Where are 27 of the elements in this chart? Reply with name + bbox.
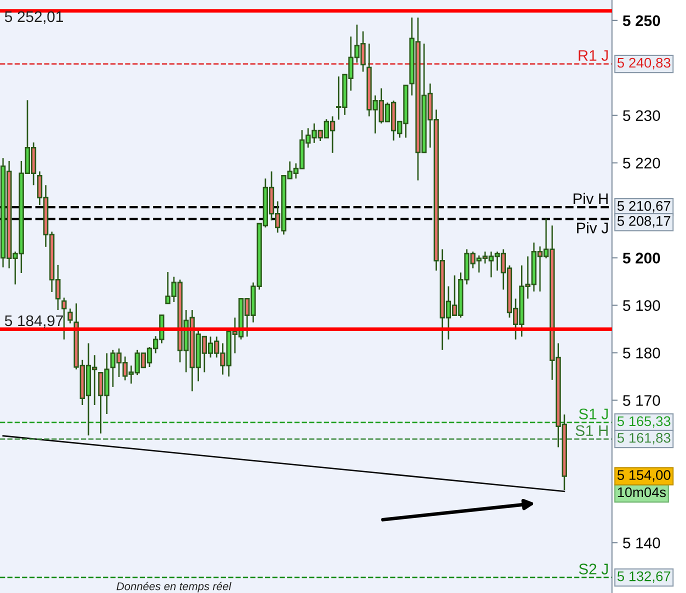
- y-tick-label: 5 190: [623, 300, 660, 311]
- ref-line-label: S1 J: [579, 408, 608, 420]
- text: 5 154,00: [617, 470, 670, 482]
- text: 5 240,83: [617, 58, 670, 70]
- text: 10m04s: [618, 487, 666, 498]
- candlestick: [61, 296, 67, 340]
- y-tick-label: 5 200: [622, 252, 660, 264]
- annotation: Données en temps réel: [116, 582, 232, 592]
- y-tick-label: 5 140: [623, 538, 660, 548]
- ref-line-label: R1 J: [578, 50, 608, 61]
- y-tick-label: 5 230: [623, 110, 660, 122]
- y-tick-label: 5 250: [622, 15, 660, 26]
- text: 5 208,17: [617, 216, 670, 228]
- text: 5 132,67: [617, 571, 670, 583]
- text: 5 210,67: [617, 201, 670, 213]
- ref-line-label: Piv J: [577, 222, 608, 234]
- ref-line-label: Piv H: [574, 192, 608, 204]
- ref-line-label: S2 J: [579, 564, 608, 574]
- y-tick-label: 5 220: [623, 158, 660, 169]
- ref-line-label: S1 H: [576, 425, 608, 436]
- y-tick-label: 5 170: [623, 395, 660, 406]
- text: 5 161,83: [617, 432, 670, 444]
- ref-line-label: 5 252,01: [4, 11, 63, 24]
- ref-line-label: 5 184,97: [4, 315, 63, 328]
- text: 5 165,33: [617, 416, 670, 428]
- candlestick: [68, 308, 73, 324]
- y-tick-label: 5 180: [623, 348, 660, 358]
